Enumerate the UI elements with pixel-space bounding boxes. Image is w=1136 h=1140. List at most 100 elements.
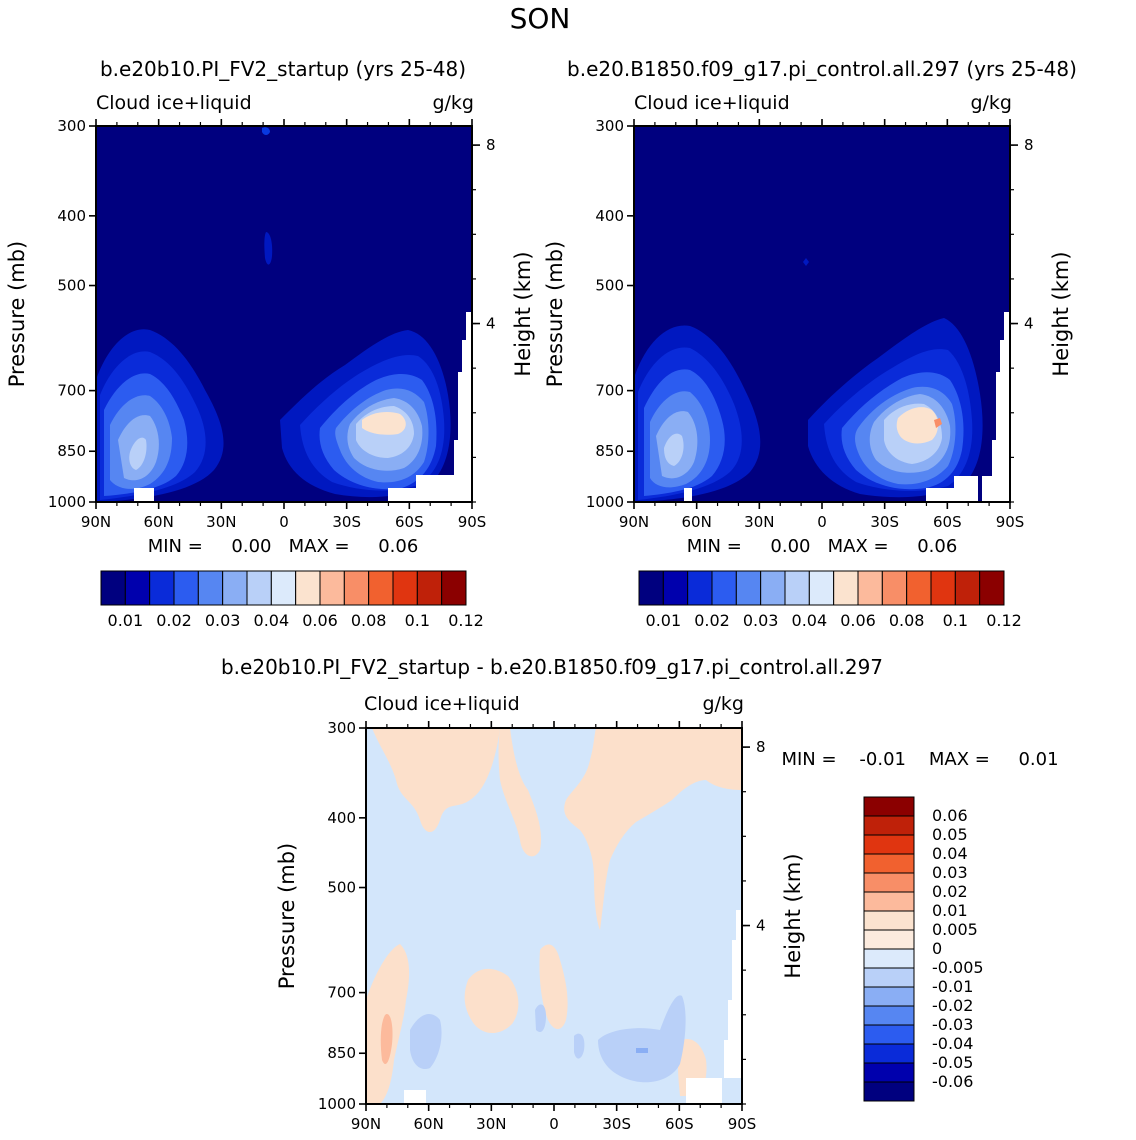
colorbar-label: 0.02 bbox=[694, 611, 730, 630]
colorbar-box bbox=[295, 570, 321, 606]
colorbar-label: 0.12 bbox=[448, 611, 484, 630]
x-tick-label: 90N bbox=[351, 1115, 381, 1133]
colorbar-box bbox=[343, 570, 370, 606]
colorbar-box bbox=[863, 948, 915, 969]
colorbar-box bbox=[863, 929, 915, 950]
colorbar-label: 0.06 bbox=[302, 611, 338, 630]
panel3-ylabel: Pressure (mb) bbox=[275, 843, 299, 990]
panel-3: b.e20b10.PI_FV2_startup - b.e20.B1850.f0… bbox=[221, 655, 1059, 1133]
x-tick-label: 60N bbox=[682, 513, 712, 531]
y2-tick-label: 8 bbox=[1024, 136, 1034, 154]
colorbar-box bbox=[222, 570, 248, 606]
colorbar-label: 0.04 bbox=[932, 844, 968, 863]
panel-2: b.e20.B1850.f09_g17.pi_control.all.297 (… bbox=[543, 57, 1077, 630]
x-tick-label: 30S bbox=[602, 1115, 631, 1133]
panel2-units-label: g/kg bbox=[970, 92, 1012, 114]
x-tick-label: 90S bbox=[458, 513, 487, 531]
x-tick-label: 90S bbox=[996, 513, 1025, 531]
colorbar-label: -0.05 bbox=[932, 1053, 973, 1072]
y-tick-label: 400 bbox=[57, 207, 86, 225]
colorbar-box bbox=[954, 570, 981, 606]
y-tick-label: 1000 bbox=[48, 493, 86, 511]
x-tick-label: 60S bbox=[933, 513, 962, 531]
x-tick-label: 30N bbox=[476, 1115, 506, 1133]
x-tick-label: 60S bbox=[395, 513, 424, 531]
colorbar-label: 0.06 bbox=[932, 806, 968, 825]
colorbar-box bbox=[149, 570, 175, 606]
colorbar-box bbox=[833, 570, 859, 606]
y-tick-label: 300 bbox=[327, 719, 356, 737]
panel3-units-label: g/kg bbox=[702, 693, 744, 715]
colorbar-box bbox=[662, 570, 689, 606]
colorbar-label: 0.02 bbox=[932, 882, 968, 901]
colorbar-box bbox=[930, 570, 956, 606]
x-tick-label: 30S bbox=[870, 513, 899, 531]
x-tick-label: 90N bbox=[81, 513, 111, 531]
colorbar-label: -0.03 bbox=[932, 1015, 973, 1034]
colorbar-box bbox=[979, 570, 1005, 606]
colorbar-label: 0.01 bbox=[932, 901, 968, 920]
panel3-min-max: MIN = -0.01 MAX = 0.01 bbox=[781, 749, 1058, 770]
panel1-units-label: g/kg bbox=[432, 92, 474, 114]
colorbar-box bbox=[392, 570, 418, 606]
colorbar-box bbox=[863, 796, 915, 817]
y-tick-label: 1000 bbox=[586, 493, 624, 511]
colorbar-label: -0.06 bbox=[932, 1072, 973, 1091]
colorbar-label: 0.03 bbox=[743, 611, 779, 630]
x-tick-label: 0 bbox=[279, 513, 289, 531]
y-tick-label: 400 bbox=[327, 809, 356, 827]
colorbar-box bbox=[863, 872, 915, 893]
colorbar-box bbox=[687, 570, 713, 606]
colorbar-label: 0.1 bbox=[943, 611, 968, 630]
y-tick-label: 500 bbox=[57, 277, 86, 295]
colorbar-label: 0.02 bbox=[156, 611, 192, 630]
colorbar-label: 0.1 bbox=[405, 611, 430, 630]
panel3-y2label: Height (km) bbox=[781, 853, 805, 978]
colorbar-label: 0.08 bbox=[351, 611, 387, 630]
colorbar-box bbox=[711, 570, 737, 606]
colorbar-label: 0.04 bbox=[792, 611, 828, 630]
colorbar-label: 0.03 bbox=[932, 863, 968, 882]
colorbar-label: 0.01 bbox=[646, 611, 682, 630]
y-tick-label: 700 bbox=[327, 984, 356, 1002]
colorbar-box bbox=[124, 570, 151, 606]
colorbar-box bbox=[735, 570, 762, 606]
colorbar-label: -0.02 bbox=[932, 996, 973, 1015]
colorbar-label: 0.12 bbox=[986, 611, 1022, 630]
y-tick-label: 300 bbox=[57, 117, 86, 135]
colorbar-label: -0.005 bbox=[932, 958, 984, 977]
panel2-min-max: MIN = 0.00 MAX = 0.06 bbox=[687, 536, 958, 557]
colorbar-box bbox=[638, 570, 664, 606]
x-tick-label: 60S bbox=[665, 1115, 694, 1133]
colorbar-label: 0.08 bbox=[889, 611, 925, 630]
y-tick-label: 850 bbox=[595, 442, 624, 460]
y2-tick-label: 8 bbox=[756, 738, 766, 756]
colorbar-box bbox=[863, 853, 915, 874]
panel3-variable-label: Cloud ice+liquid bbox=[364, 693, 520, 715]
x-tick-label: 30N bbox=[206, 513, 236, 531]
colorbar-box bbox=[863, 1081, 915, 1102]
panel1-min-max: MIN = 0.00 MAX = 0.06 bbox=[148, 536, 419, 557]
x-tick-label: 60N bbox=[414, 1115, 444, 1133]
colorbar-box bbox=[863, 986, 915, 1007]
y-tick-label: 700 bbox=[595, 382, 624, 400]
colorbar-box bbox=[863, 1062, 915, 1083]
colorbar-label: -0.01 bbox=[932, 977, 973, 996]
colorbar-box bbox=[863, 1024, 915, 1045]
panel3-contour-field bbox=[366, 728, 742, 1104]
x-tick-label: 0 bbox=[549, 1115, 559, 1133]
panel2-title: b.e20.B1850.f09_g17.pi_control.all.297 (… bbox=[567, 57, 1077, 81]
panel1-title: b.e20b10.PI_FV2_startup (yrs 25-48) bbox=[100, 57, 466, 81]
y2-tick-label: 4 bbox=[756, 917, 766, 935]
page-title: SON bbox=[510, 2, 571, 35]
y2-tick-label: 4 bbox=[1024, 315, 1034, 333]
panel2-ylabel: Pressure (mb) bbox=[543, 241, 567, 388]
colorbar-box bbox=[441, 570, 467, 606]
x-tick-label: 90N bbox=[619, 513, 649, 531]
x-tick-label: 60N bbox=[144, 513, 174, 531]
colorbar-box bbox=[784, 570, 810, 606]
y-tick-label: 850 bbox=[327, 1044, 356, 1062]
y-tick-label: 1000 bbox=[318, 1095, 356, 1113]
colorbar-label: 0.05 bbox=[932, 825, 968, 844]
x-tick-label: 90S bbox=[728, 1115, 757, 1133]
